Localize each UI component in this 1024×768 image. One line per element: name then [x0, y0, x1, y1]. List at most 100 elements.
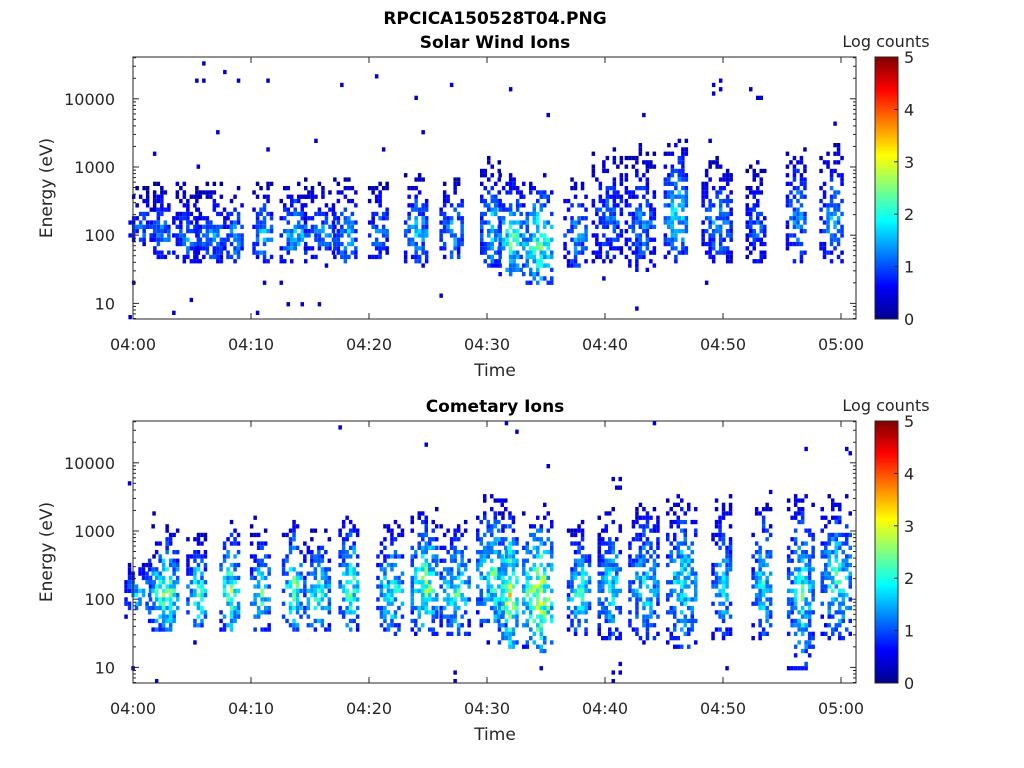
- spectrogram-cell: [758, 567, 762, 572]
- spectrogram-cell: [591, 203, 596, 208]
- spectrogram-cell: [163, 229, 168, 234]
- spectrogram-cell: [266, 78, 270, 83]
- spectrogram-cell: [638, 233, 643, 238]
- spectrogram-cell: [550, 276, 554, 281]
- spectrogram-cell: [628, 554, 632, 559]
- spectrogram-cell: [196, 584, 201, 589]
- spectrogram-cell: [799, 254, 804, 260]
- spectrogram-cell: [256, 580, 261, 585]
- spectrogram-cell: [754, 511, 759, 516]
- spectrogram-cell: [195, 224, 199, 229]
- spectrogram-cell: [800, 558, 805, 563]
- spectrogram-cell: [124, 614, 128, 619]
- spectrogram-cell: [163, 224, 168, 229]
- spectrogram-cell: [670, 198, 675, 204]
- spectrogram-cell: [751, 584, 755, 589]
- spectrogram-cell: [819, 155, 823, 161]
- spectrogram-cell: [442, 605, 447, 611]
- spectrogram-cell: [456, 575, 461, 581]
- spectrogram-cell: [652, 580, 657, 585]
- spectrogram-cell: [725, 181, 730, 186]
- spectrogram-cell: [203, 562, 208, 568]
- spectrogram-cell: [446, 631, 450, 636]
- spectrogram-cell: [536, 267, 540, 272]
- spectrogram-cell: [683, 597, 687, 602]
- spectrogram-cell: [283, 259, 287, 264]
- spectrogram-cell: [718, 562, 722, 568]
- spectrogram-cell: [498, 224, 502, 229]
- spectrogram-cell: [663, 177, 668, 182]
- spectrogram-cell: [725, 168, 730, 174]
- spectrogram-cell: [820, 631, 824, 636]
- spectrogram-cell: [525, 605, 529, 611]
- spectrogram-cell: [652, 507, 657, 512]
- spectrogram-cell: [486, 524, 490, 529]
- spectrogram-cell: [379, 580, 384, 585]
- spectrogram-cell: [822, 229, 827, 234]
- spectrogram-cell: [456, 241, 461, 247]
- spectrogram-cell: [628, 246, 632, 251]
- x-tick-label: 04:10: [228, 335, 274, 354]
- spectrogram-cell: [189, 571, 194, 576]
- spectrogram-cell: [168, 627, 173, 632]
- spectrogram-cell: [721, 614, 726, 619]
- spectrogram-cell: [219, 224, 224, 229]
- spectrogram-cell: [456, 237, 461, 242]
- spectrogram-cell: [631, 224, 636, 229]
- spectrogram-cell: [792, 216, 797, 221]
- spectrogram-cell: [439, 558, 443, 563]
- spectrogram-cell: [307, 233, 311, 238]
- spectrogram-cell: [803, 211, 807, 217]
- spectrogram-cell: [515, 237, 520, 242]
- spectrogram-cell: [508, 220, 513, 225]
- spectrogram-cell: [631, 164, 636, 169]
- spectrogram-cell: [343, 246, 348, 251]
- spectrogram-cell: [638, 524, 643, 529]
- spectrogram-cell: [179, 233, 183, 238]
- spectrogram-cell: [283, 216, 287, 221]
- spectrogram-cell: [800, 588, 805, 593]
- spectrogram-cell: [725, 627, 729, 632]
- spectrogram-cell: [504, 545, 508, 550]
- spectrogram-cell: [635, 173, 639, 178]
- spectrogram-cell: [379, 623, 384, 628]
- spectrogram-cell: [631, 537, 636, 542]
- spectrogram-cell: [198, 211, 203, 217]
- spectrogram-cell: [331, 207, 336, 212]
- spectrogram-cell: [202, 78, 206, 83]
- spectrogram-cell: [348, 593, 353, 598]
- spectrogram-cell: [803, 216, 807, 221]
- spectrogram-cell: [539, 610, 543, 615]
- spectrogram-cell: [598, 181, 603, 186]
- spectrogram-cell: [522, 558, 526, 563]
- spectrogram-cell: [414, 220, 418, 225]
- spectrogram-cell: [508, 515, 512, 520]
- spectrogram-cell: [845, 554, 849, 559]
- spectrogram-cell: [141, 588, 146, 593]
- spectrogram-cell: [570, 216, 574, 221]
- spectrogram-cell: [435, 558, 439, 563]
- spectrogram-cell: [792, 241, 797, 247]
- spectrogram-cell: [367, 220, 372, 225]
- spectrogram-cell: [652, 263, 657, 268]
- spectrogram-cell: [674, 237, 678, 242]
- spectrogram-cell: [209, 254, 213, 260]
- spectrogram-cell: [765, 610, 769, 615]
- spectrogram-cell: [393, 537, 398, 542]
- spectrogram-cell: [638, 203, 643, 208]
- spectrogram-cell: [229, 519, 234, 525]
- spectrogram-cell: [797, 575, 801, 581]
- spectrogram-cell: [536, 220, 540, 225]
- spectrogram-cell: [497, 575, 501, 581]
- spectrogram-cell: [124, 580, 128, 585]
- spectrogram-cell: [824, 562, 828, 568]
- spectrogram-cell: [209, 229, 213, 234]
- spectrogram-cell: [508, 211, 513, 217]
- spectrogram-cell: [182, 241, 187, 247]
- spectrogram-cell: [563, 246, 567, 251]
- spectrogram-cell: [619, 155, 624, 161]
- spectrogram-cell: [532, 207, 536, 212]
- spectrogram-cell: [785, 151, 790, 156]
- spectrogram-cell: [212, 237, 217, 242]
- spectrogram-cell: [317, 229, 322, 234]
